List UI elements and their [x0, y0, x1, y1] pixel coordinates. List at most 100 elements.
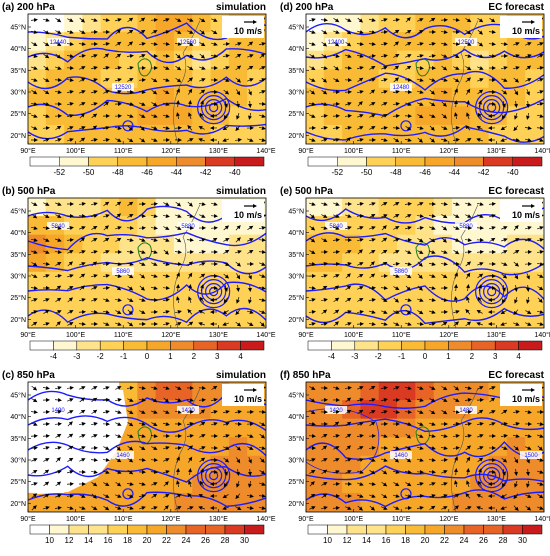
wind-vector [103, 90, 110, 94]
x-tick-label: 110°E [114, 147, 133, 155]
wind-vector [139, 54, 146, 58]
field-cell [415, 69, 435, 89]
wind-vector [380, 30, 388, 34]
wind-vector [488, 42, 496, 46]
colorbar-box [395, 156, 426, 167]
wind-vector [43, 90, 50, 95]
contour-label-bg [177, 38, 199, 46]
wind-vector [163, 238, 170, 242]
field-cell [451, 198, 472, 218]
colorbar-label: 1 [168, 352, 173, 361]
wind-vector [369, 202, 376, 206]
wind-vector [139, 285, 145, 291]
colorbar-box [53, 340, 78, 351]
field-cell [397, 308, 417, 328]
colorbar-label: -48 [390, 168, 402, 177]
cyclone-contour [209, 102, 219, 113]
colorbar-label: 18 [401, 536, 410, 545]
colorbar-label: 14 [84, 536, 93, 545]
wind-vector [429, 125, 435, 131]
y-tick-label: 40°N [288, 413, 304, 421]
wind-vector [198, 126, 205, 130]
wind-vector [259, 78, 266, 82]
wind-vector [31, 238, 38, 242]
colorbar-box [244, 524, 265, 535]
x-tick-label: 140°E [534, 515, 550, 523]
wind-vector [259, 66, 266, 70]
wind-vector [321, 202, 328, 206]
wind-vector [513, 66, 520, 70]
field-cell [64, 290, 84, 310]
wind-vector [236, 89, 241, 96]
wind-vector [55, 30, 62, 34]
colorbar-box [307, 156, 338, 167]
wind-vector [248, 112, 252, 120]
field-cell [173, 253, 194, 273]
wind-vector [163, 66, 170, 70]
field-cell [228, 253, 249, 273]
field-cell [378, 400, 399, 420]
wind-vector [199, 42, 206, 47]
wind-vector [235, 225, 241, 231]
wind-vector [345, 102, 352, 106]
cyclone-contour [487, 287, 497, 297]
wind-vector [43, 102, 50, 106]
colorbar-box [193, 340, 218, 351]
field-cell [397, 32, 417, 52]
x-tick-label: 110°E [114, 331, 133, 339]
wind-vector [247, 322, 254, 326]
x-tick-label: 90°E [298, 331, 314, 339]
wind-vector [187, 308, 193, 315]
wind-vector [102, 18, 110, 22]
x-tick-label: 130°E [209, 515, 228, 523]
x-tick-label: 120°E [161, 331, 180, 339]
wind-vector [393, 138, 400, 143]
wind-vector [309, 114, 316, 118]
wind-vector [199, 273, 206, 279]
wind-vector [345, 137, 351, 143]
wind-vector [489, 214, 496, 218]
field-cell [155, 32, 175, 52]
wind-vector [309, 138, 316, 142]
field-cell [155, 308, 175, 328]
wind-vector [199, 53, 206, 59]
field-cell [360, 400, 380, 420]
wind-vector [127, 262, 134, 266]
height-contour [28, 76, 266, 95]
wind-vector [55, 125, 62, 130]
colorbar-box [76, 340, 101, 351]
field-cell [470, 124, 490, 144]
field-cell [173, 455, 194, 476]
wind-vector [175, 214, 182, 218]
wind-vector [537, 54, 544, 58]
wind-vector [151, 114, 158, 118]
wind-vector [369, 213, 376, 218]
wind-vector [199, 296, 205, 303]
wind-vector [477, 41, 484, 47]
field-cell [470, 437, 490, 457]
wind-vector [91, 225, 98, 230]
field-cell [433, 418, 453, 439]
wind-vector [175, 310, 182, 314]
wind-vector [162, 274, 170, 278]
wind-vector [43, 138, 50, 142]
field-cell [470, 308, 490, 328]
colorbar-box [307, 524, 328, 535]
wind-vector [333, 214, 340, 218]
wind-vector [103, 201, 110, 206]
wind-vector [333, 78, 340, 82]
field-cell [28, 216, 47, 236]
field-cell [64, 106, 84, 126]
y-tick-label: 20°N [10, 132, 26, 140]
cyclone-contour [487, 102, 497, 113]
wind-vector [79, 273, 86, 279]
wind-vector [66, 78, 74, 82]
field-cell [342, 124, 362, 144]
field-cell [433, 234, 453, 255]
wind-vector [30, 102, 38, 106]
wind-vector [127, 17, 134, 23]
wind-vector [91, 113, 98, 119]
field-cell [470, 382, 490, 402]
field-cell [342, 234, 362, 255]
